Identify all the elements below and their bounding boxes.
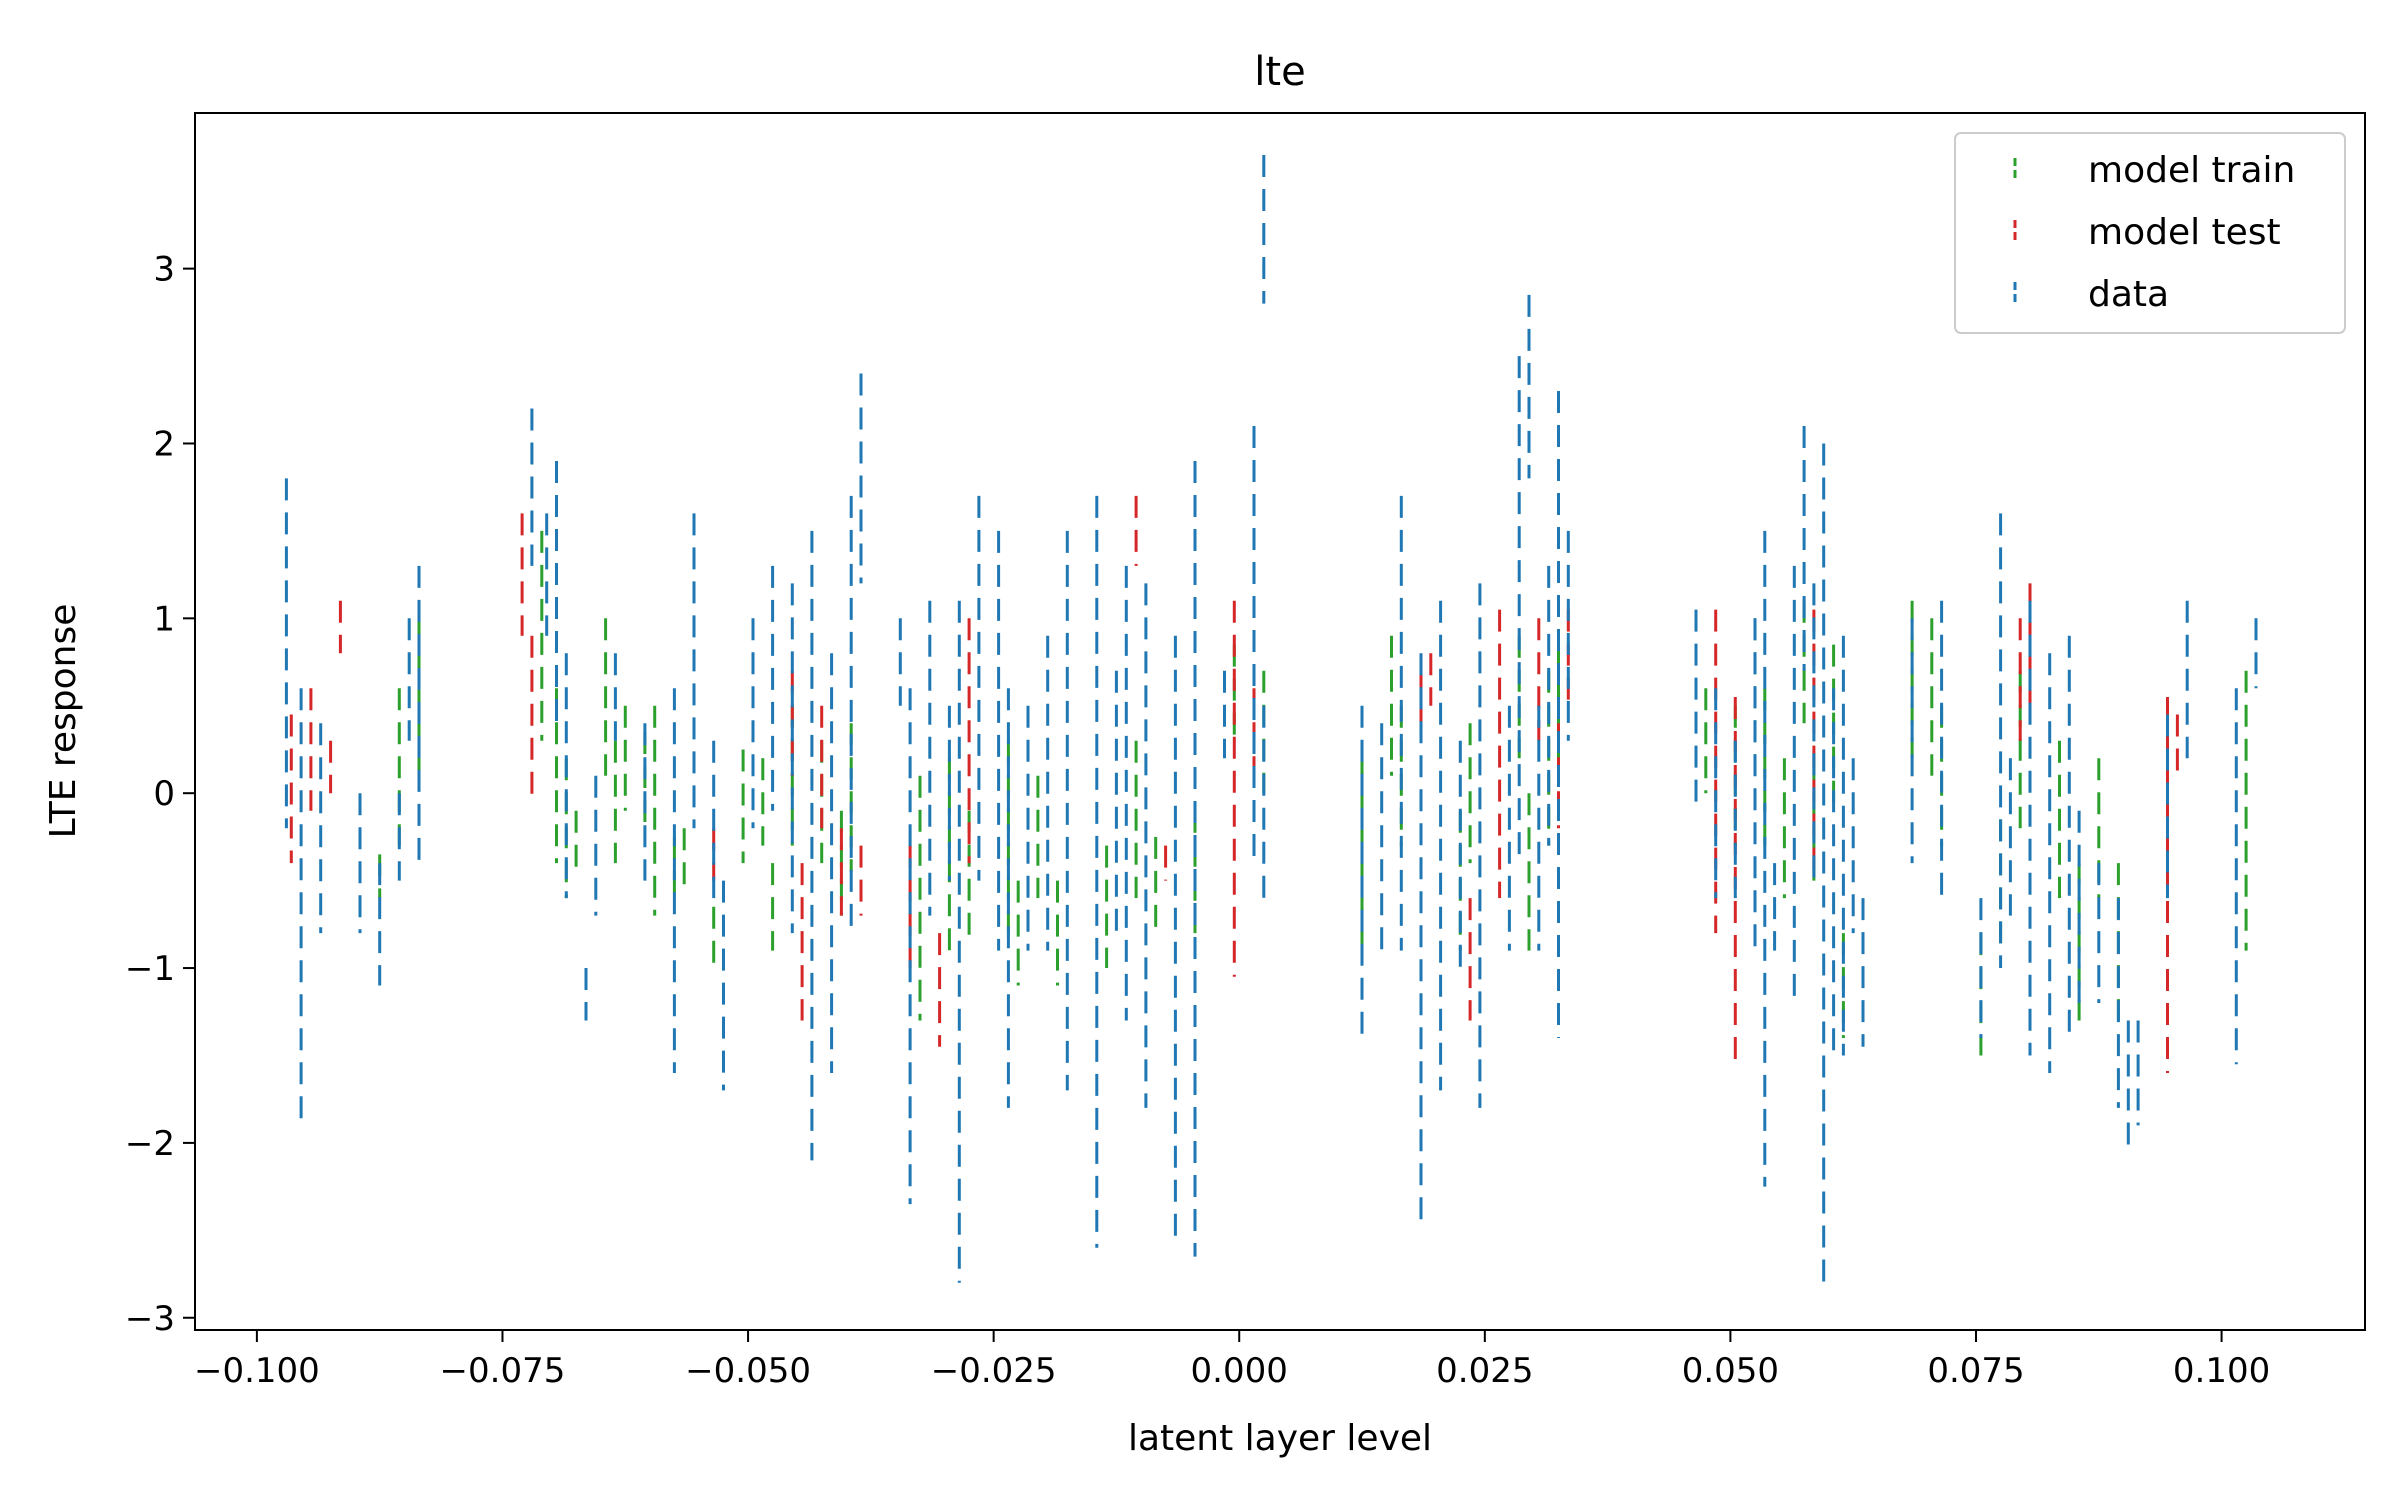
x-tick-label: 0.100	[2173, 1351, 2270, 1391]
y-tick-label: 1	[153, 599, 175, 639]
x-tick-label: −0.050	[685, 1351, 811, 1391]
legend-label: model test	[2088, 212, 2281, 253]
x-tick-label: 0.075	[1927, 1351, 2024, 1391]
y-tick-label: −1	[125, 949, 175, 989]
y-axis: −3 −2 −1 0 1 2 3	[125, 250, 195, 1339]
x-tick-label: 0.050	[1682, 1351, 1779, 1391]
x-tick-label: −0.100	[194, 1351, 320, 1391]
legend-label: data	[2088, 274, 2169, 315]
y-tick-label: 3	[153, 250, 175, 290]
plot-frame	[194, 112, 2366, 1331]
y-tick-label: 2	[153, 424, 175, 464]
x-axis: −0.100 −0.075 −0.050 −0.025 0.000 0.025 0.050 0…	[194, 1330, 2270, 1391]
x-tick-label: 0.000	[1191, 1351, 1288, 1391]
x-tick-label: −0.025	[931, 1351, 1057, 1391]
legend-label: model train	[2088, 150, 2295, 191]
legend-items: model train model test data	[2013, 150, 2295, 315]
series-layer	[284, 155, 2258, 1283]
series-data	[284, 155, 2258, 1283]
y-tick-label: 0	[153, 774, 175, 814]
y-axis-label: LTE response	[43, 604, 84, 839]
x-tick-label: −0.075	[440, 1351, 566, 1391]
legend-box	[1954, 132, 2346, 334]
x-axis-label: latent layer level	[1128, 1418, 1432, 1459]
chart-title: lte	[1254, 49, 1305, 95]
y-tick-label: −2	[125, 1124, 175, 1164]
legend: model train model test data	[1954, 132, 2346, 334]
y-tick-label: −3	[125, 1299, 175, 1339]
x-tick-label: 0.025	[1436, 1351, 1533, 1391]
